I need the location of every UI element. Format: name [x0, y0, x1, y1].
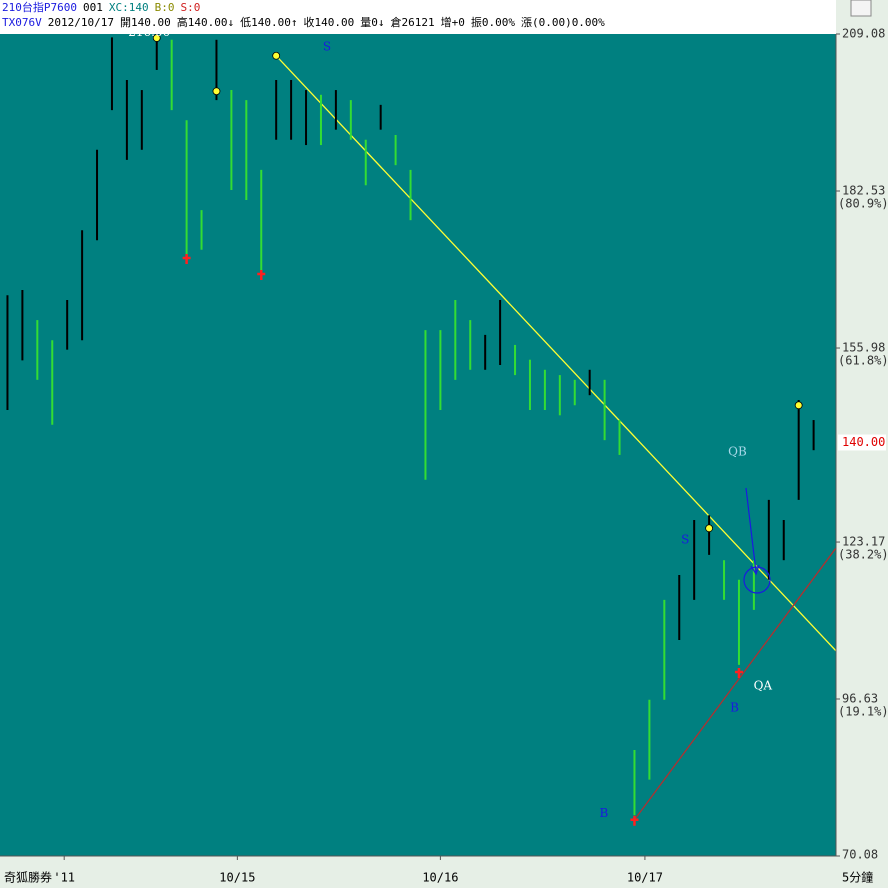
- header-field: 增+0: [440, 16, 465, 29]
- peak-marker: [212, 87, 221, 96]
- y-tick-label: 70.08: [842, 848, 878, 862]
- annotation: QB: [728, 444, 747, 458]
- header-field: XC:140: [108, 1, 149, 14]
- last-price-box: [838, 434, 886, 451]
- x-tick-label: 10/17: [627, 871, 663, 885]
- fib-label: (38.2%): [838, 548, 888, 562]
- annotation: B: [599, 806, 608, 820]
- y-tick-label: 182.53: [842, 184, 885, 198]
- trendline: [275, 55, 836, 652]
- header-line: 210台指P7600 001 XC:140 B:0 S:0: [0, 0, 836, 15]
- y-tick-label: 96.63: [842, 691, 878, 705]
- arrow-head: [750, 564, 760, 576]
- peak-marker: [705, 524, 714, 533]
- annotation: S: [681, 533, 689, 547]
- arrow: [745, 487, 757, 573]
- trough-marker: [257, 269, 266, 280]
- annotation: 216.00: [128, 25, 170, 39]
- fib-label: (19.1%): [838, 704, 888, 718]
- fib-label: (80.9%): [838, 197, 888, 211]
- x-tick-label: 10/16: [422, 871, 458, 885]
- annotation: B: [730, 701, 739, 715]
- circle-mark: [743, 566, 771, 594]
- header-field: 低140.00↑: [240, 16, 298, 29]
- header-field: 振0.00%: [470, 16, 515, 29]
- header-field: 量0↓: [360, 16, 385, 29]
- y-tick-label: 209.08: [842, 27, 885, 41]
- header-field: 收140.00: [303, 16, 355, 29]
- header-field: S:0: [180, 1, 201, 14]
- x-tick-label: '11: [53, 871, 75, 885]
- y-tick-label: 155.98: [842, 341, 885, 355]
- fib-label: (61.8%): [838, 354, 888, 368]
- header-field: 倉26121: [390, 16, 435, 29]
- header: 210台指P7600 001 XC:140 B:0 S:0 TX076V 2012/10/…: [0, 0, 836, 34]
- trough-marker: [734, 667, 743, 678]
- trough-marker: [182, 254, 191, 265]
- brand: 奇狐勝券: [4, 870, 52, 885]
- annotation: S: [323, 39, 331, 53]
- trough-marker: [630, 815, 639, 826]
- window-button[interactable]: [850, 0, 872, 17]
- peak-marker: [272, 51, 281, 60]
- plot-area: [0, 34, 836, 856]
- annotation: QA: [754, 679, 773, 693]
- header-field: B:0: [154, 1, 175, 14]
- period: 5分鐘: [842, 870, 873, 885]
- header-line: TX076V 2012/10/17 開140.00 高140.00↓ 低140.00↑ 收…: [0, 15, 836, 30]
- peak-marker: [794, 401, 803, 410]
- last-price-label: 140.00: [842, 435, 885, 449]
- header-field: 開140.00: [119, 16, 171, 29]
- x-tick-label: 10/15: [219, 871, 255, 885]
- plot: S S B B QB QA 216.00: [6, 25, 836, 826]
- peak-marker: [152, 34, 161, 42]
- header-field: 001: [82, 1, 103, 14]
- header-field: TX076V: [2, 16, 42, 29]
- header-field: 210台指P7600: [2, 1, 77, 14]
- y-tick-label: 123.17: [842, 535, 885, 549]
- header-field: 高140.00↓: [176, 16, 235, 29]
- header-field: 2012/10/17: [47, 16, 114, 29]
- header-field: 漲(0.00)0.00%: [520, 16, 605, 29]
- trendline: [633, 546, 836, 821]
